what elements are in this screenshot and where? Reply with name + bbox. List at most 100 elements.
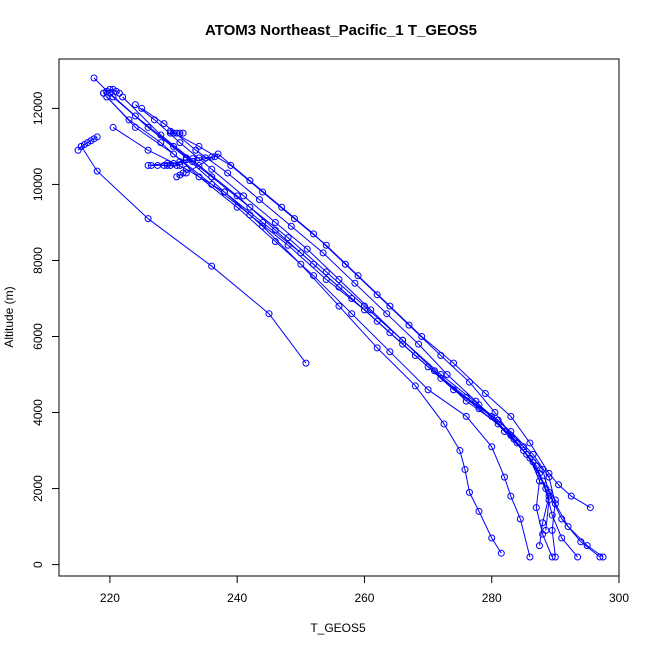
data-point <box>539 477 547 485</box>
data-point <box>456 447 464 455</box>
data-point <box>208 165 216 173</box>
data-point <box>160 120 168 128</box>
data-point <box>179 169 187 177</box>
data-point <box>157 131 165 139</box>
data-point <box>532 504 540 512</box>
x-tick-label: 240 <box>227 591 247 605</box>
data-point <box>545 492 553 500</box>
series-14 <box>147 161 184 169</box>
data-point <box>303 245 311 253</box>
data-point <box>348 310 356 318</box>
data-point <box>287 222 295 230</box>
data-point <box>259 188 267 196</box>
data-point <box>415 340 423 348</box>
data-point <box>564 523 572 531</box>
data-point <box>90 74 98 82</box>
data-point <box>109 123 117 131</box>
data-point <box>322 241 330 249</box>
data-point <box>567 492 575 500</box>
data-point <box>144 215 152 223</box>
data-point <box>335 275 343 283</box>
x-tick-label: 220 <box>100 591 120 605</box>
data-point <box>373 291 381 299</box>
data-point <box>351 279 359 287</box>
data-point <box>430 367 438 375</box>
data-point <box>144 123 152 131</box>
x-tick-label: 300 <box>609 591 629 605</box>
data-point <box>551 496 559 504</box>
data-point <box>535 542 543 550</box>
data-point <box>526 439 534 447</box>
data-point <box>461 466 469 474</box>
data-point <box>481 390 489 398</box>
data-point <box>179 129 187 137</box>
data-point <box>399 336 407 344</box>
data-point <box>227 161 235 169</box>
chart-title: ATOM3 Northeast_Pacific_1 T_GEOS5 <box>205 22 477 39</box>
y-tick-label: 10000 <box>31 167 45 201</box>
data-point <box>418 333 426 341</box>
data-point <box>405 321 413 329</box>
data-point <box>539 519 547 527</box>
data-point <box>310 272 318 280</box>
data-point <box>516 515 524 523</box>
data-point <box>246 177 254 185</box>
data-point <box>170 142 178 150</box>
series-15 <box>166 129 187 137</box>
data-point <box>548 526 556 534</box>
data-point <box>93 133 101 141</box>
data-point <box>176 129 184 137</box>
series-layer <box>74 74 607 561</box>
data-point <box>386 329 394 337</box>
data-point <box>93 167 101 175</box>
data-point <box>138 104 146 112</box>
series-line <box>186 153 550 546</box>
data-point <box>211 153 219 161</box>
data-point <box>170 150 178 158</box>
data-point <box>341 260 349 268</box>
data-point <box>131 112 139 120</box>
data-point <box>176 139 184 147</box>
series-1 <box>77 142 310 367</box>
series-line <box>176 172 184 178</box>
data-point <box>322 275 330 283</box>
data-point <box>115 89 123 97</box>
data-point <box>240 192 248 200</box>
data-point <box>437 374 445 382</box>
data-point <box>386 302 394 310</box>
data-point <box>494 420 502 428</box>
data-point <box>488 443 496 451</box>
data-point <box>510 435 518 443</box>
data-point <box>437 352 445 360</box>
data-point <box>278 203 286 211</box>
y-tick-label: 4000 <box>31 399 45 426</box>
y-tick-label: 12000 <box>31 91 45 125</box>
series-2 <box>109 123 505 557</box>
data-point <box>297 249 305 257</box>
data-point <box>586 504 594 512</box>
x-axis: 220 240 260 280 300 <box>100 576 629 605</box>
x-tick-label: 260 <box>354 591 374 605</box>
data-point <box>310 230 318 238</box>
data-point <box>208 173 216 181</box>
series-11 <box>138 104 559 561</box>
data-point <box>259 218 267 226</box>
data-point <box>182 169 190 177</box>
series-line <box>112 126 502 554</box>
data-point <box>367 306 375 314</box>
series-line <box>122 96 601 558</box>
y-tick-label: 0 <box>31 561 45 568</box>
data-point <box>208 180 216 188</box>
series-line <box>141 107 556 558</box>
data-point <box>523 450 531 458</box>
data-point <box>373 344 381 352</box>
data-point <box>462 412 470 420</box>
data-point <box>574 553 582 561</box>
y-tick-label: 2000 <box>31 475 45 502</box>
series-line <box>77 136 98 151</box>
data-point <box>259 222 267 230</box>
data-point <box>310 260 318 268</box>
data-point <box>271 237 279 245</box>
data-point <box>497 549 505 557</box>
